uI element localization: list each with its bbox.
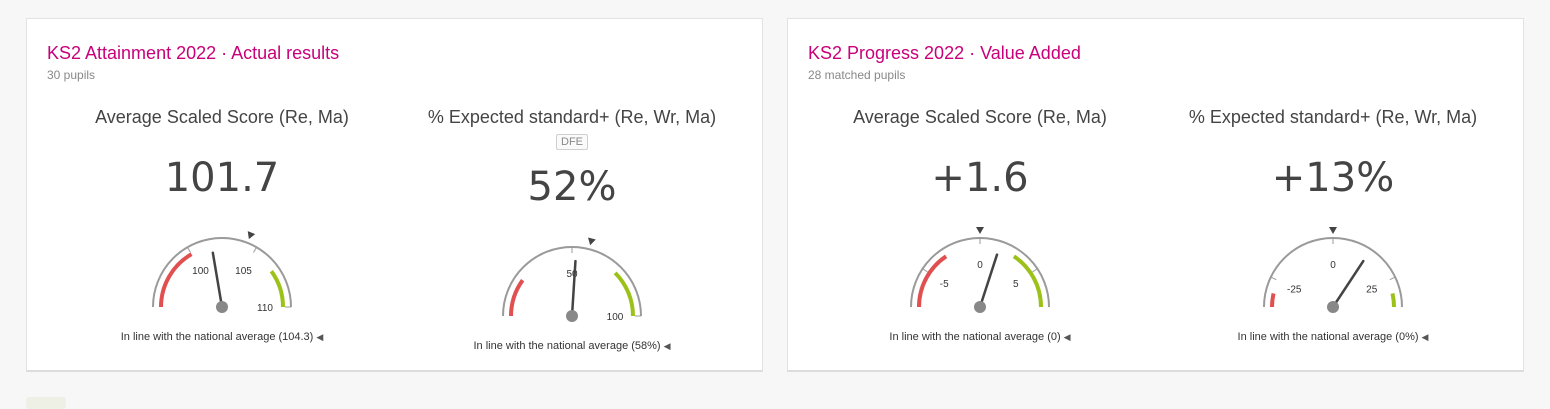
- gauge-band-red: [509, 278, 525, 317]
- gauge-needle: [570, 259, 577, 318]
- caret-left-icon[interactable]: ◀: [316, 332, 324, 342]
- gauge-needle: [211, 251, 224, 309]
- national-marker-icon: [1329, 227, 1337, 234]
- gauge-track: [1263, 237, 1403, 308]
- gauge-tick: [922, 268, 928, 273]
- gauge-tick: [187, 246, 191, 253]
- card-subtitle: 28 matched pupils: [808, 68, 906, 82]
- gauge-label: 5: [1013, 279, 1019, 290]
- gauge-label: -5: [940, 279, 949, 290]
- gauge-label: 0: [977, 260, 983, 271]
- gauge-hub: [974, 301, 986, 313]
- metric-heading: % Expected standard+ (Re, Wr, Ma): [1188, 107, 1478, 127]
- national-marker-icon: [588, 237, 596, 246]
- metric-average-scaled-score-va: Average Scaled Score (Re, Ma) +1.6 -5 0 5 …: [810, 19, 1150, 369]
- national-average-caption[interactable]: In line with the national average (0%) ◀: [1163, 331, 1503, 343]
- national-average-caption[interactable]: In line with the national average (0) ◀: [810, 331, 1150, 343]
- caption-text: In line with the national average (58%): [473, 340, 661, 352]
- gauge: -5 0 5: [910, 227, 1050, 313]
- gauge-label: 110: [257, 303, 273, 314]
- card-title[interactable]: KS2 Attainment 2022 · Actual results: [47, 43, 340, 63]
- gauge-label: 0: [1330, 260, 1336, 271]
- metric-expected-standard: % Expected standard+ (Re, Wr, Ma) DFE 52…: [402, 19, 742, 369]
- caret-left-icon[interactable]: ◀: [663, 341, 671, 351]
- metric-heading: Average Scaled Score (Re, Ma): [853, 107, 1107, 127]
- gauge-label: 25: [1366, 284, 1378, 295]
- gauge-label: 105: [235, 266, 252, 277]
- gauge-band-green: [1012, 254, 1043, 308]
- national-average-caption[interactable]: In line with the national average (104.3…: [52, 331, 392, 343]
- gauge-hub: [566, 310, 578, 322]
- gauge-hub: [1327, 301, 1339, 313]
- gauge-band-green: [1390, 292, 1396, 308]
- metric-value: +1.6: [931, 155, 1029, 201]
- attainment-card: KS2 Attainment 2022 · Actual results 30 …: [26, 18, 763, 372]
- metric-expected-standard-va: % Expected standard+ (Re, Wr, Ma) +13% -…: [1163, 19, 1503, 369]
- caret-left-icon[interactable]: ◀: [1421, 332, 1429, 342]
- metric-average-scaled-score: Average Scaled Score (Re, Ma) 101.7 100 1…: [52, 19, 392, 369]
- gauge-band-red: [159, 252, 193, 308]
- caret-left-icon[interactable]: ◀: [1063, 332, 1071, 342]
- card-title[interactable]: KS2 Progress 2022 · Value Added: [808, 43, 1081, 63]
- gauge-tick: [1389, 276, 1396, 281]
- gauge-tick: [253, 246, 257, 253]
- gauge-label: 100: [607, 312, 624, 323]
- caption-text: In line with the national average (0): [889, 331, 1061, 343]
- gauge-band-red: [1270, 292, 1276, 308]
- national-marker-icon: [976, 227, 984, 234]
- metric-value: 101.7: [164, 155, 280, 201]
- bottom-tab-chip[interactable]: [26, 397, 66, 409]
- metric-value: +13%: [1271, 155, 1395, 201]
- metric-heading: Average Scaled Score (Re, Ma): [95, 107, 349, 127]
- card-subtitle: 30 pupils: [47, 68, 96, 82]
- dfe-badge: DFE: [556, 134, 588, 150]
- progress-card: KS2 Progress 2022 · Value Added 28 match…: [787, 18, 1524, 372]
- gauge-needle: [978, 253, 999, 309]
- caption-text: In line with the national average (104.3…: [120, 331, 314, 343]
- gauge: -25 0 25: [1263, 227, 1403, 313]
- metric-heading: % Expected standard+ (Re, Wr, Ma): [427, 107, 717, 127]
- gauge-band-green: [269, 269, 285, 308]
- gauge-label: -25: [1287, 284, 1302, 295]
- national-average-caption[interactable]: In line with the national average (58%) ◀: [402, 340, 742, 352]
- gauge: 50 100: [502, 237, 642, 323]
- gauge-tick: [1270, 276, 1277, 281]
- gauge-needle: [1331, 259, 1365, 309]
- caption-text: In line with the national average (0%): [1237, 331, 1419, 343]
- gauge-hub: [216, 301, 228, 313]
- gauge-band-green: [613, 271, 635, 317]
- gauge-band-red: [917, 254, 948, 308]
- gauge-label: 50: [566, 269, 578, 280]
- gauge-track: [152, 237, 292, 308]
- gauge-label: 100: [192, 266, 209, 277]
- metric-value: 52%: [527, 164, 617, 210]
- national-marker-icon: [247, 231, 256, 240]
- gauge: 100 105 110: [152, 231, 292, 314]
- gauge-tick: [1032, 268, 1038, 273]
